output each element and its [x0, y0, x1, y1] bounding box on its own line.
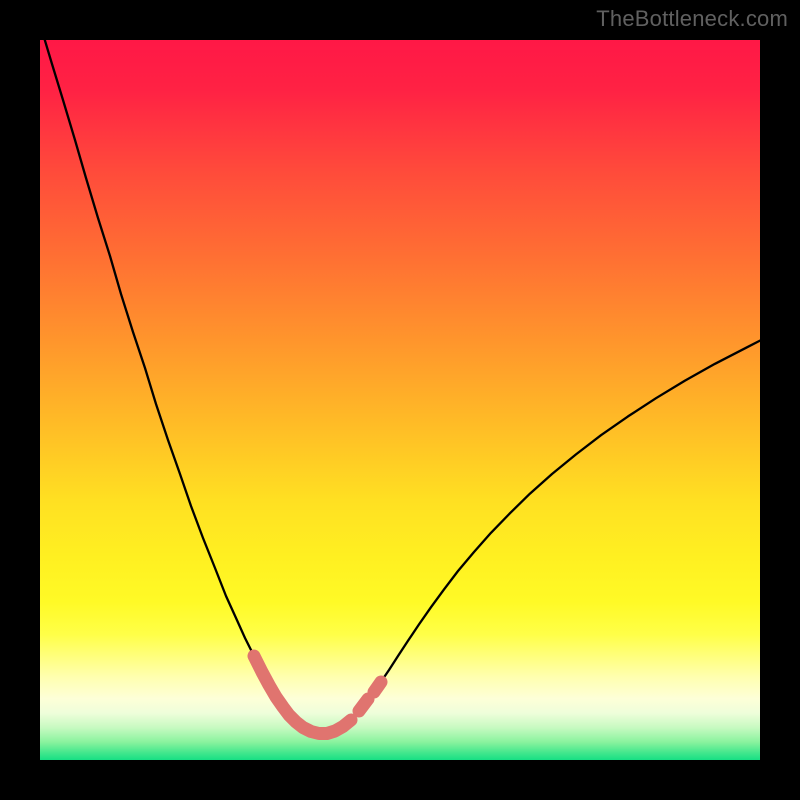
watermark-text: TheBottleneck.com	[596, 6, 788, 32]
bottleneck-chart	[0, 0, 800, 800]
highlight-segment-1	[359, 699, 368, 711]
highlight-segment-2	[374, 682, 381, 692]
chart-root: TheBottleneck.com	[0, 0, 800, 800]
